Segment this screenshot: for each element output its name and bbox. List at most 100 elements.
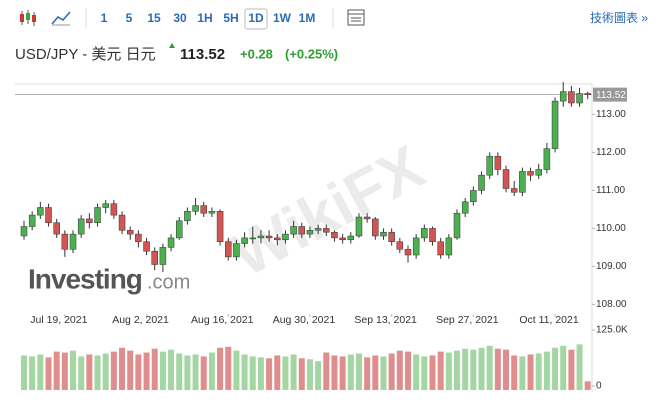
volume-bar [274,355,281,390]
volume-bar [470,349,477,390]
last-price-tag [593,87,627,102]
volume-bar [527,354,534,390]
volume-bar [70,350,77,390]
candle-body [576,93,583,104]
candle-icon[interactable] [20,10,36,26]
volume-bar [396,350,403,390]
interval-button[interactable]: 1M [299,11,316,25]
change-percent: (+0.25%) [285,46,338,61]
volume-bar [94,355,101,390]
candle-body [323,228,330,233]
volume-bar [208,352,215,390]
candle-body [37,207,44,216]
y-tick-label: 111.00 [596,185,626,196]
volume-bar [576,344,583,390]
candle-body [53,222,60,235]
candle-body [151,250,158,265]
volume-bar [53,351,60,390]
volume-bar [78,356,85,390]
volume-bar [61,352,68,390]
volume-bar [282,356,289,390]
candle-body [77,218,85,235]
volume-bar [119,347,126,390]
volume-bar [511,355,518,390]
volume-bar [462,348,469,390]
line-icon[interactable] [51,11,71,26]
candle-body [543,148,551,170]
technical-chart-link[interactable]: 技術圖表 » [590,11,648,25]
candle-body [355,216,363,237]
volume-bar [135,354,142,390]
volume-bar [437,351,444,390]
candle-body [86,218,93,223]
candle-body [126,230,134,235]
interval-button[interactable]: 30 [173,11,187,25]
candle-body [265,235,273,239]
y-tick-label: 109.00 [596,261,627,272]
logo-main: Investing [28,263,142,294]
interval-button[interactable]: 5 [126,11,133,25]
interval-button[interactable]: 1W [273,11,292,25]
volume-bar [37,354,44,390]
volume-bar [290,354,297,390]
x-tick-label: Aug 2, 2021 [112,314,169,326]
x-tick-label: Aug 16, 2021 [191,314,254,326]
candle-body [478,174,485,191]
volume-bar [560,345,567,390]
volume-bar [200,356,207,390]
interval-button[interactable]: 1 [101,11,108,25]
volume-bar [454,350,461,390]
volume-bar [494,348,501,390]
candle-body [143,241,150,252]
volume-tick-label: 125.0K [596,325,628,336]
logo-suffix: .com [147,271,190,293]
candle-body [257,235,265,239]
volume-bar [151,348,158,390]
candle-body [559,91,567,102]
candle-body [510,188,518,193]
x-tick-label: Sep 13, 2021 [354,314,417,326]
volume-bar [257,357,264,390]
volume-bar [29,356,36,390]
volume-bar [421,356,428,390]
candle-body [94,207,101,223]
volume-tick-label: 0 [596,381,602,392]
interval-button[interactable]: 5H [223,11,238,25]
interval-button[interactable]: 1D [248,11,264,25]
candle-body [339,237,346,241]
candle-body [135,233,142,242]
candle-body [306,230,314,235]
volume-bar [372,355,379,390]
candle-body [388,231,395,242]
candle-body [20,226,28,237]
candle-body [331,231,338,239]
volume-bar [233,350,240,390]
table-icon[interactable] [347,9,365,26]
volume-bar [21,355,27,390]
volume-bar [225,346,232,390]
volume-bar [519,356,526,390]
interval-button[interactable]: 15 [147,11,161,25]
volume-bar [241,354,248,390]
volume-bar [315,361,322,390]
volume-bar [298,358,305,390]
up-arrow [169,43,175,48]
volume-bar [584,381,591,390]
candle-body [290,226,297,235]
candle-body [437,241,444,256]
interval-button[interactable]: 1H [197,11,212,25]
volume-bar [331,355,338,390]
candle-body [69,233,77,250]
candle-body [396,241,404,250]
candle-body [421,228,428,239]
volume-bar [323,352,330,390]
candle-body [372,218,379,237]
volume-bar [413,354,420,390]
candle-body [274,237,281,241]
candle-body [412,237,420,256]
volume-bar [184,355,191,390]
candle-body [584,93,591,95]
candle-body [225,241,232,258]
